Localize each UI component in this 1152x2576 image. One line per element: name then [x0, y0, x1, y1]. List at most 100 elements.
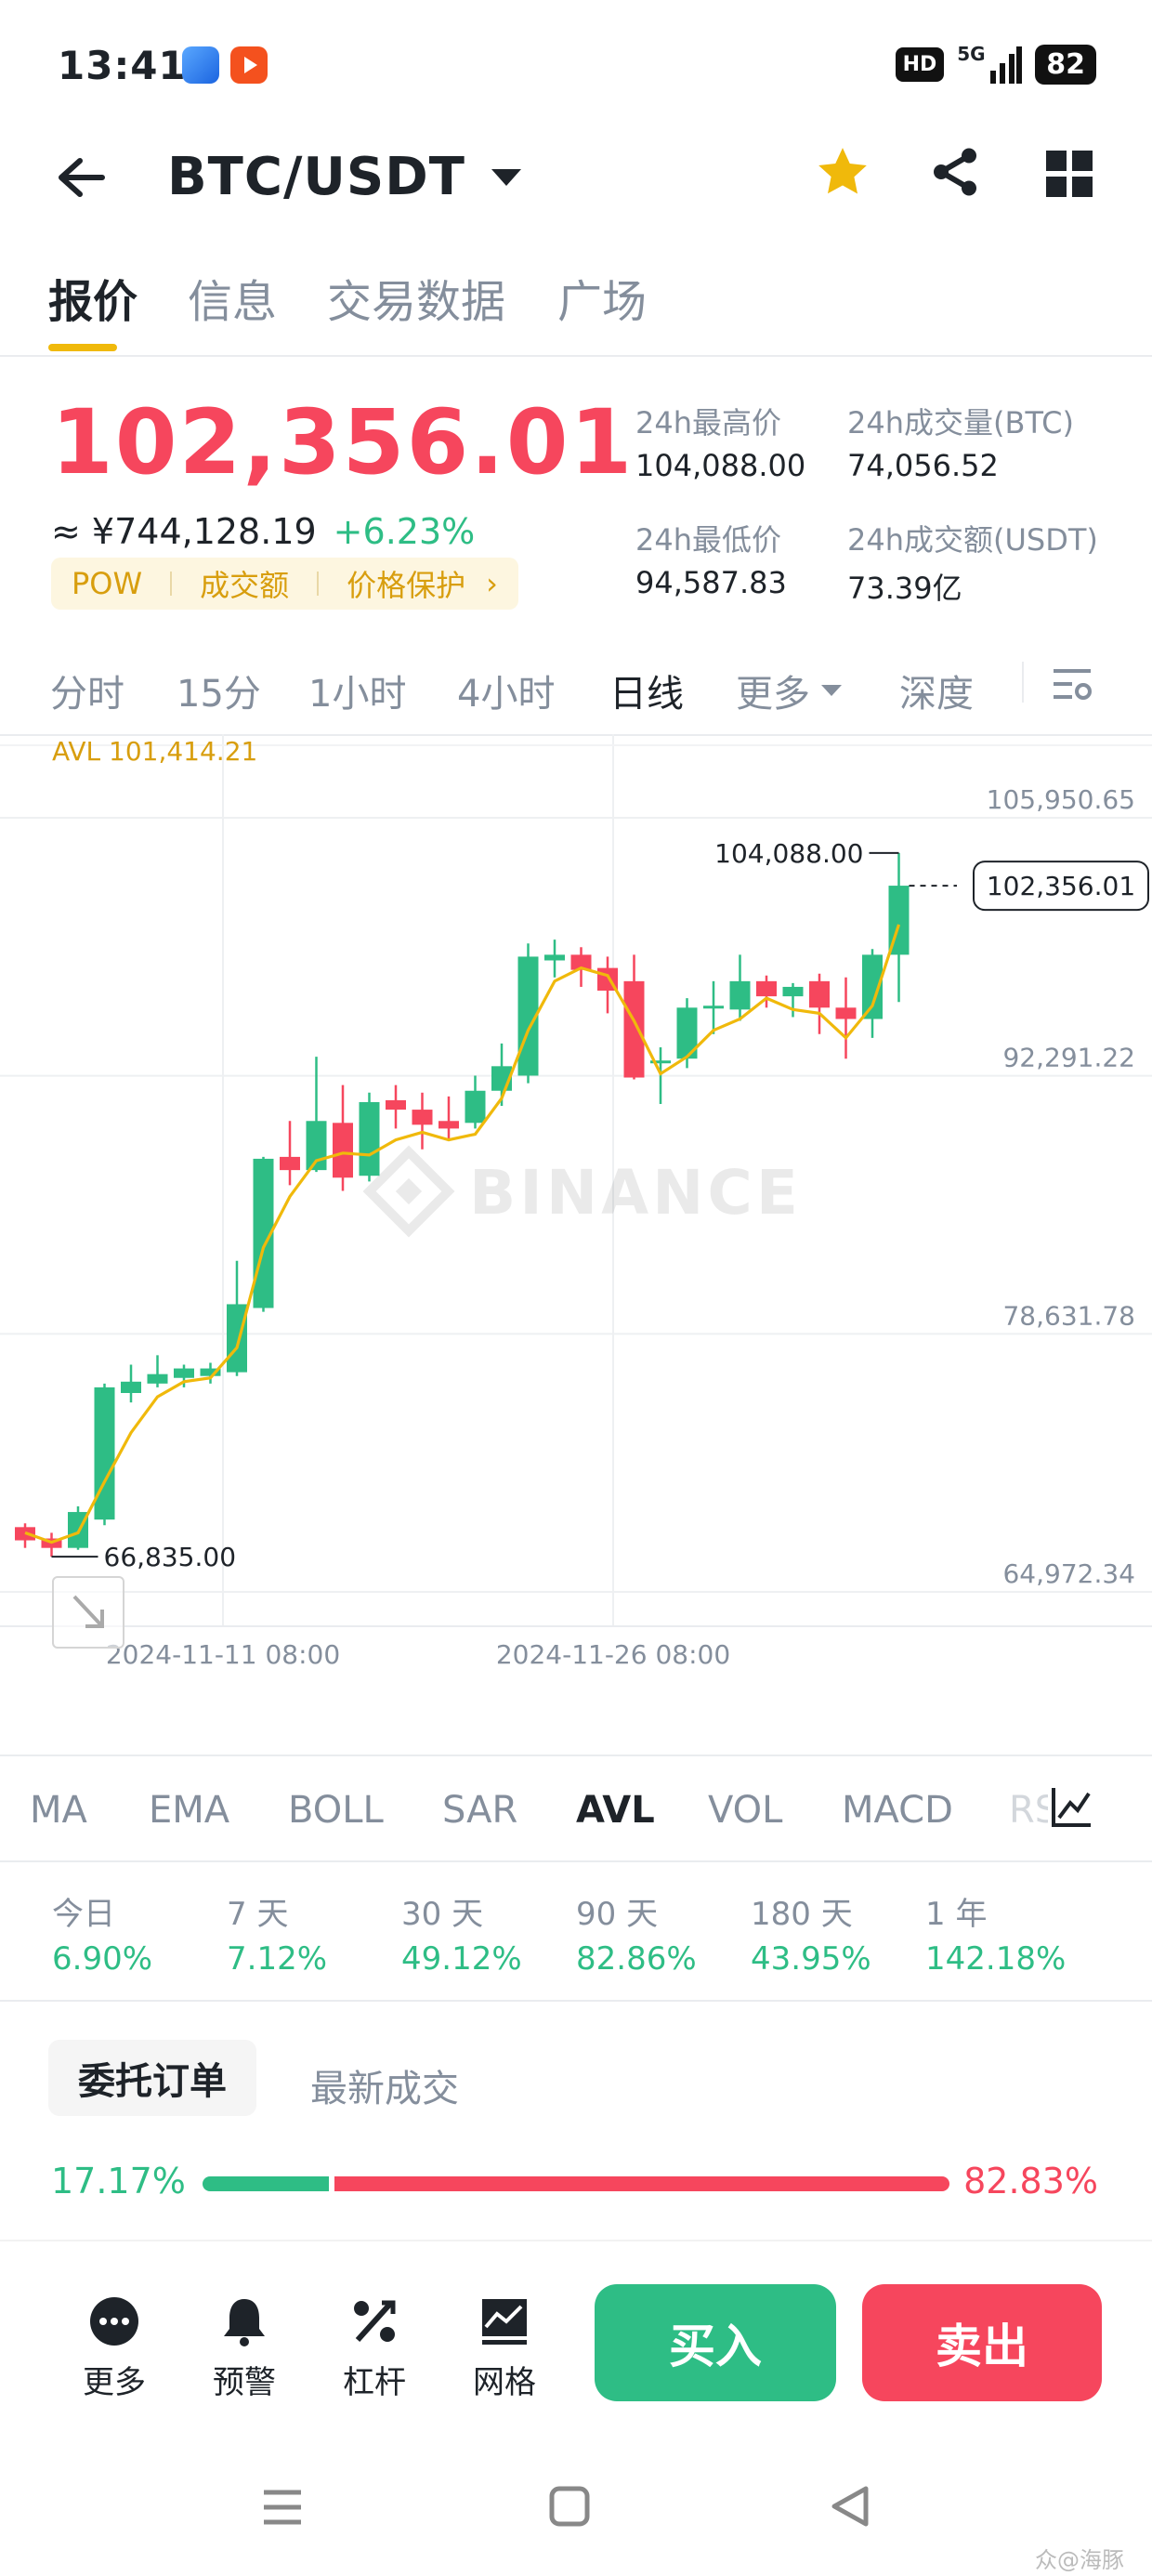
caret-down-icon: [491, 168, 521, 186]
pair-selector[interactable]: BTC/USDT: [167, 147, 525, 207]
stat-low: 94,587.83: [635, 565, 787, 600]
arrow-left-icon[interactable]: [54, 154, 110, 204]
home-icon[interactable]: [548, 2485, 591, 2531]
buy-button[interactable]: 买入: [595, 2284, 836, 2401]
hd-badge: HD: [895, 46, 945, 82]
leverage-button[interactable]: 杠杆: [323, 2295, 425, 2402]
candle-body: [835, 1007, 857, 1019]
interval-more[interactable]: 更多: [736, 664, 844, 717]
leverage-label: 杠杆: [343, 2364, 406, 2401]
grid-trading-button[interactable]: 网格: [453, 2295, 556, 2402]
perf-value: 142.18%: [925, 1940, 1067, 1978]
tag-separator: [317, 572, 320, 596]
tag-bar[interactable]: POW 成交额 价格保护 ›: [51, 558, 518, 610]
candle-body: [280, 1156, 300, 1171]
candle-body: [94, 1387, 115, 1520]
alert-button[interactable]: 预警: [193, 2295, 295, 2402]
grid-trading-icon: [482, 2299, 527, 2345]
candle-body: [809, 980, 830, 1008]
candle-body: [465, 1090, 486, 1124]
avl-line: [24, 924, 901, 1544]
stat-high: 104,088.00: [635, 448, 806, 483]
more-icon: [90, 2297, 138, 2346]
indicator-macd[interactable]: MACD: [842, 1789, 953, 1832]
status-time: 13:41: [58, 43, 187, 88]
tag-price-protection[interactable]: 价格保护: [347, 568, 466, 603]
candle-body: [439, 1121, 459, 1129]
y-tick-label: 78,631.78: [1002, 1300, 1135, 1331]
perf-value: 7.12%: [227, 1940, 328, 1978]
stat-vol-btc-label: 24h成交量(BTC): [847, 405, 1074, 440]
candle-body: [729, 980, 751, 1010]
price-cny-row: ≈ ¥744,128.19 +6.23%: [51, 511, 475, 552]
tab-quote[interactable]: 报价: [48, 276, 138, 328]
interval-1h[interactable]: 1小时: [308, 673, 407, 716]
status-bar: 13:41 HD 5G 82: [0, 0, 1152, 139]
candle-body: [570, 954, 592, 970]
perf-value: 43.95%: [751, 1940, 871, 1978]
chart-settings-icon[interactable]: [1050, 664, 1094, 708]
interval-time[interactable]: 分时: [50, 673, 124, 716]
y-tick-label: 92,291.22: [1002, 1043, 1135, 1073]
indicator-settings-icon[interactable]: [1048, 1784, 1104, 1836]
tab-indicator: [48, 344, 117, 351]
buy-ratio-bar: [203, 2176, 329, 2191]
divider: [0, 355, 1152, 357]
back-icon[interactable]: [829, 2483, 871, 2533]
candle-body: [227, 1304, 247, 1373]
indicator-ema[interactable]: EMA: [149, 1789, 230, 1832]
candle-body: [544, 954, 565, 961]
indicator-boll[interactable]: BOLL: [288, 1789, 384, 1832]
indicator-avl[interactable]: AVL: [576, 1789, 655, 1832]
price-change: +6.23%: [333, 511, 476, 552]
grid-icon[interactable]: [1046, 151, 1093, 201]
perf-label: 7 天: [227, 1896, 289, 1933]
perf-value: 6.90%: [52, 1940, 153, 1978]
sell-button[interactable]: 卖出: [862, 2284, 1102, 2401]
interval-15m[interactable]: 15分: [177, 673, 261, 716]
indicator-ma[interactable]: MA: [30, 1789, 87, 1832]
tab-info[interactable]: 信息: [188, 276, 278, 328]
price-cny: ≈ ¥744,128.19: [51, 511, 317, 552]
interval-more-label: 更多: [736, 673, 810, 716]
interval-depth[interactable]: 深度: [899, 673, 974, 716]
share-icon[interactable]: [927, 143, 983, 204]
interval-1d[interactable]: 日线: [609, 673, 684, 716]
last-price-tag-box: [973, 861, 1149, 912]
avl-label: AVL 101,414.21: [52, 736, 257, 767]
more-button[interactable]: 更多: [63, 2295, 165, 2402]
low-marker-label: 66,835.00: [104, 1542, 237, 1572]
tab-recent-trades[interactable]: 最新成交: [310, 2068, 459, 2110]
tag-separator: [170, 572, 173, 596]
tag-turnover[interactable]: 成交额: [200, 568, 290, 603]
tab-square[interactable]: 广场: [557, 276, 648, 328]
perf-label: 1 年: [925, 1896, 988, 1933]
chevron-right-icon: ›: [486, 566, 498, 601]
candlestick-chart[interactable]: BINANCE AVL 101,414.21 105,950.65 92,291.…: [0, 734, 1152, 1756]
video-app-icon: [230, 46, 268, 84]
candle-body: [782, 986, 804, 997]
more-label: 更多: [83, 2364, 146, 2401]
candle-body: [174, 1368, 194, 1378]
tag-pow[interactable]: POW: [72, 566, 143, 601]
tab-order-book[interactable]: 委托订单: [48, 2040, 256, 2116]
divider: [0, 1860, 1152, 1862]
indicator-vol[interactable]: VOL: [708, 1789, 783, 1832]
stat-high-label: 24h最高价: [635, 405, 782, 440]
star-icon[interactable]: [814, 143, 871, 204]
y-axis: 105,950.65 92,291.22 78,631.78 64,972.34: [987, 784, 1135, 1589]
candle-body: [359, 1101, 380, 1176]
interval-4h[interactable]: 4小时: [457, 673, 556, 716]
expand-icon[interactable]: [52, 1576, 124, 1649]
status-indicators: HD 5G 82: [895, 41, 1096, 87]
svg-text:BINANCE: BINANCE: [469, 1157, 802, 1229]
signal-icon: 5G: [957, 43, 1023, 85]
indicator-sar[interactable]: SAR: [442, 1789, 518, 1832]
chart-grid: [0, 734, 1152, 1626]
menu-icon[interactable]: [260, 2487, 305, 2531]
battery-level: 82: [1035, 44, 1096, 85]
candles: [15, 852, 910, 1557]
tab-trading-data[interactable]: 交易数据: [327, 276, 506, 328]
last-price-tag-label: 102,356.01: [987, 871, 1135, 901]
leverage-icon: [354, 2300, 396, 2343]
